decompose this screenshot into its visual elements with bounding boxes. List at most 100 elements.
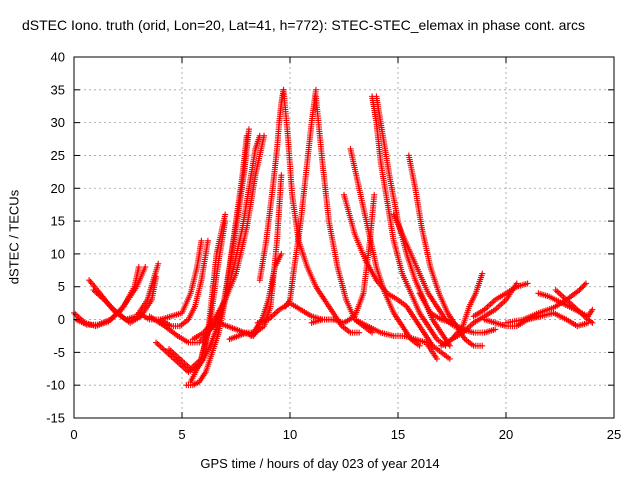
x-tick-label: 0 [70,427,77,442]
data-point [222,218,229,225]
series-12 [135,237,205,323]
data-point [154,340,161,347]
data-point [581,281,588,288]
series-30 [438,270,486,349]
data-point [222,211,229,218]
series-11 [157,237,211,330]
y-tick-label: 35 [51,82,65,97]
data-point [446,342,453,349]
series-32 [470,280,531,320]
y-tick-label: 40 [51,50,65,65]
data-point [159,345,166,352]
series-14 [226,172,285,343]
x-tick-label: 10 [283,427,297,442]
data-point [153,273,160,280]
y-tick-label: 20 [51,181,65,196]
series-27 [390,211,458,330]
data-point [554,288,561,295]
data-point [577,285,584,292]
y-tick-label: 15 [51,214,65,229]
data-point [416,342,423,349]
data-point [245,126,252,133]
series-10 [189,132,268,343]
data-point [498,301,505,308]
data-point [579,284,586,291]
data-point [589,319,596,326]
data-point [356,329,363,336]
y-tick-label: -15 [46,411,65,426]
series-4 [90,273,160,326]
y-tick-label: 30 [51,115,65,130]
series-25 [341,191,453,362]
series-35 [524,309,592,330]
y-tick-label: 10 [51,246,65,261]
y-tick-label: -10 [46,378,65,393]
data-point [371,191,378,198]
data-point [156,342,163,349]
series-18 [312,93,376,336]
x-tick-label: 25 [607,427,621,442]
data-point [582,280,589,287]
data-point [157,343,164,350]
data-point [484,303,491,310]
data-point [160,346,167,353]
data-point [135,264,142,271]
data-point [589,306,596,313]
data-point [198,237,205,244]
data-point [270,312,277,319]
data-point [153,339,160,346]
data-point [271,310,278,317]
data-point [142,264,149,271]
data-point [486,302,493,309]
series-29 [416,290,499,336]
x-axis-label: GPS time / hours of day 023 of year 2014 [200,456,440,471]
series-19 [254,300,337,326]
data-point [479,342,486,349]
x-tick-label: 20 [499,427,513,442]
y-tick-label: 5 [58,279,65,294]
data-point [524,280,531,287]
series-16 [280,86,363,336]
data-point [499,299,506,306]
x-tick-label: 15 [391,427,405,442]
data-point [495,303,502,310]
data-point [74,312,81,319]
series-37 [552,287,596,326]
data-point [555,289,562,296]
data-point [204,237,211,244]
data-point [278,172,285,179]
data-point [467,322,474,329]
data-point [489,299,496,306]
y-tick-label: 0 [58,312,65,327]
data-point [72,311,79,318]
data-point [273,309,280,316]
y-tick-label: 25 [51,148,65,163]
data-point [492,326,499,333]
x-tick-label: 5 [178,427,185,442]
data-point [261,132,268,139]
data-point [557,291,564,298]
data-point [576,287,583,294]
chart-title: dSTEC Iono. truth (orid, Lon=20, Lat=41,… [22,17,586,33]
series-20 [248,250,285,339]
data-point [496,302,503,309]
data-point [243,132,250,139]
data-point [155,260,162,267]
series-22 [347,145,423,349]
data-point [312,86,319,93]
data-point [369,329,376,336]
data-point [446,355,453,362]
data-point [487,301,494,308]
series-28 [351,316,440,362]
data-point [501,298,508,305]
plot-frame [73,56,615,419]
data-point [552,287,559,294]
data-point [580,283,587,290]
series-17 [282,86,319,310]
data-point [587,318,594,325]
data-point [558,292,565,299]
data-point [278,250,285,257]
y-axis-label: dSTEC / TECUs [6,189,22,285]
data-point [479,270,486,277]
